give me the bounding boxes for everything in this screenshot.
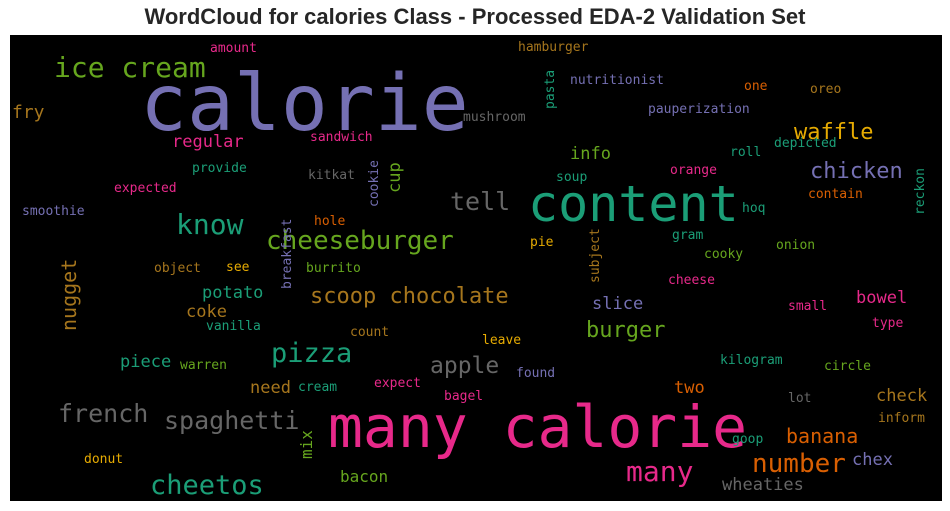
word-see: see: [226, 260, 250, 275]
word-banana: banana: [786, 424, 858, 448]
word-found: found: [516, 366, 555, 381]
word-regular: regular: [172, 132, 244, 152]
word-provide: provide: [192, 161, 247, 176]
word-many-calorie: many calorie: [328, 393, 747, 461]
word-inform: inform: [878, 411, 925, 426]
word-pauperization: pauperization: [648, 102, 750, 117]
word-bacon: bacon: [340, 467, 388, 486]
word-content: content: [528, 175, 739, 233]
word-many: many: [626, 455, 693, 488]
word-kilogram: kilogram: [720, 353, 783, 368]
word-tell: tell: [450, 187, 510, 216]
word-cookie: cookie: [367, 160, 382, 207]
word-oreo: oreo: [810, 82, 841, 97]
word-cooky: cooky: [704, 247, 743, 262]
word-orange: orange: [670, 163, 717, 178]
word-need: need: [250, 378, 291, 398]
word-waffle: waffle: [794, 120, 873, 145]
word-cheetos: cheetos: [150, 470, 264, 501]
word-burrito: burrito: [306, 261, 361, 276]
word-scoop-chocolate: scoop chocolate: [310, 284, 509, 309]
wordcloud-canvas: calorie many calorie content ice cream chees…: [10, 35, 942, 501]
word-number: number: [752, 449, 846, 479]
word-object: object: [154, 261, 201, 276]
word-lot: lot: [788, 391, 811, 406]
word-chicken: chicken: [810, 159, 903, 184]
word-cheeseburger: cheeseburger: [266, 226, 454, 256]
word-subject: subject: [588, 228, 603, 283]
word-slice: slice: [592, 294, 643, 314]
word-count: count: [350, 325, 389, 340]
word-depicted: depicted: [774, 136, 837, 151]
word-cup: cup: [385, 162, 405, 193]
word-reckon: reckon: [913, 168, 928, 215]
word-ice-cream: ice cream: [54, 51, 206, 84]
word-expected: expected: [114, 181, 177, 196]
word-hamburger: hamburger: [518, 40, 589, 55]
word-fry: fry: [12, 102, 45, 123]
word-small: small: [788, 299, 827, 314]
word-contain: contain: [808, 187, 863, 202]
word-donut: donut: [84, 452, 123, 467]
word-calorie: calorie: [140, 59, 469, 149]
word-mix: mix: [297, 430, 316, 459]
word-nutritionist: nutritionist: [570, 73, 664, 88]
word-hoq: hoq: [742, 201, 765, 216]
word-goop: goop: [732, 432, 763, 447]
word-cheese: cheese: [668, 273, 715, 288]
word-info: info: [570, 144, 611, 164]
word-vanilla: vanilla: [206, 319, 261, 334]
word-pie: pie: [530, 235, 554, 250]
word-warren: warren: [180, 358, 227, 373]
word-mushroom: mushroom: [463, 110, 526, 125]
word-expect: expect: [374, 376, 421, 391]
word-french: french: [58, 399, 148, 428]
word-know: know: [176, 208, 244, 241]
word-onion: onion: [776, 238, 815, 253]
word-bowel: bowel: [856, 288, 907, 308]
word-one: one: [744, 79, 768, 94]
word-breakfast: breakfast: [280, 219, 295, 289]
word-nugget: nugget: [57, 259, 81, 331]
word-roll: roll: [730, 145, 761, 160]
word-smoothie: smoothie: [22, 204, 85, 219]
word-type: type: [872, 316, 903, 331]
word-cream: cream: [298, 380, 337, 395]
word-wheaties: wheaties: [722, 475, 804, 495]
word-pasta: pasta: [543, 70, 558, 109]
word-bagel: bagel: [444, 389, 483, 404]
word-kitkat: kitkat: [308, 168, 355, 183]
word-chex: chex: [852, 450, 893, 470]
word-piece: piece: [120, 352, 171, 372]
word-two: two: [674, 378, 705, 398]
word-sandwich: sandwich: [310, 130, 373, 145]
word-check: check: [876, 386, 927, 406]
word-spaghetti: spaghetti: [164, 406, 299, 435]
chart-title: WordCloud for calories Class - Processed…: [144, 4, 806, 29]
word-burger: burger: [586, 318, 665, 343]
word-coke: coke: [186, 302, 227, 322]
word-apple: apple: [430, 353, 499, 379]
word-circle: circle: [824, 359, 871, 374]
word-leave: leave: [482, 333, 521, 348]
word-soup: soup: [556, 170, 587, 185]
word-gram: gram: [672, 228, 703, 243]
word-potato: potato: [202, 283, 263, 303]
word-amount: amount: [210, 41, 257, 56]
word-hole: hole: [314, 214, 345, 229]
word-pizza: pizza: [271, 338, 352, 369]
